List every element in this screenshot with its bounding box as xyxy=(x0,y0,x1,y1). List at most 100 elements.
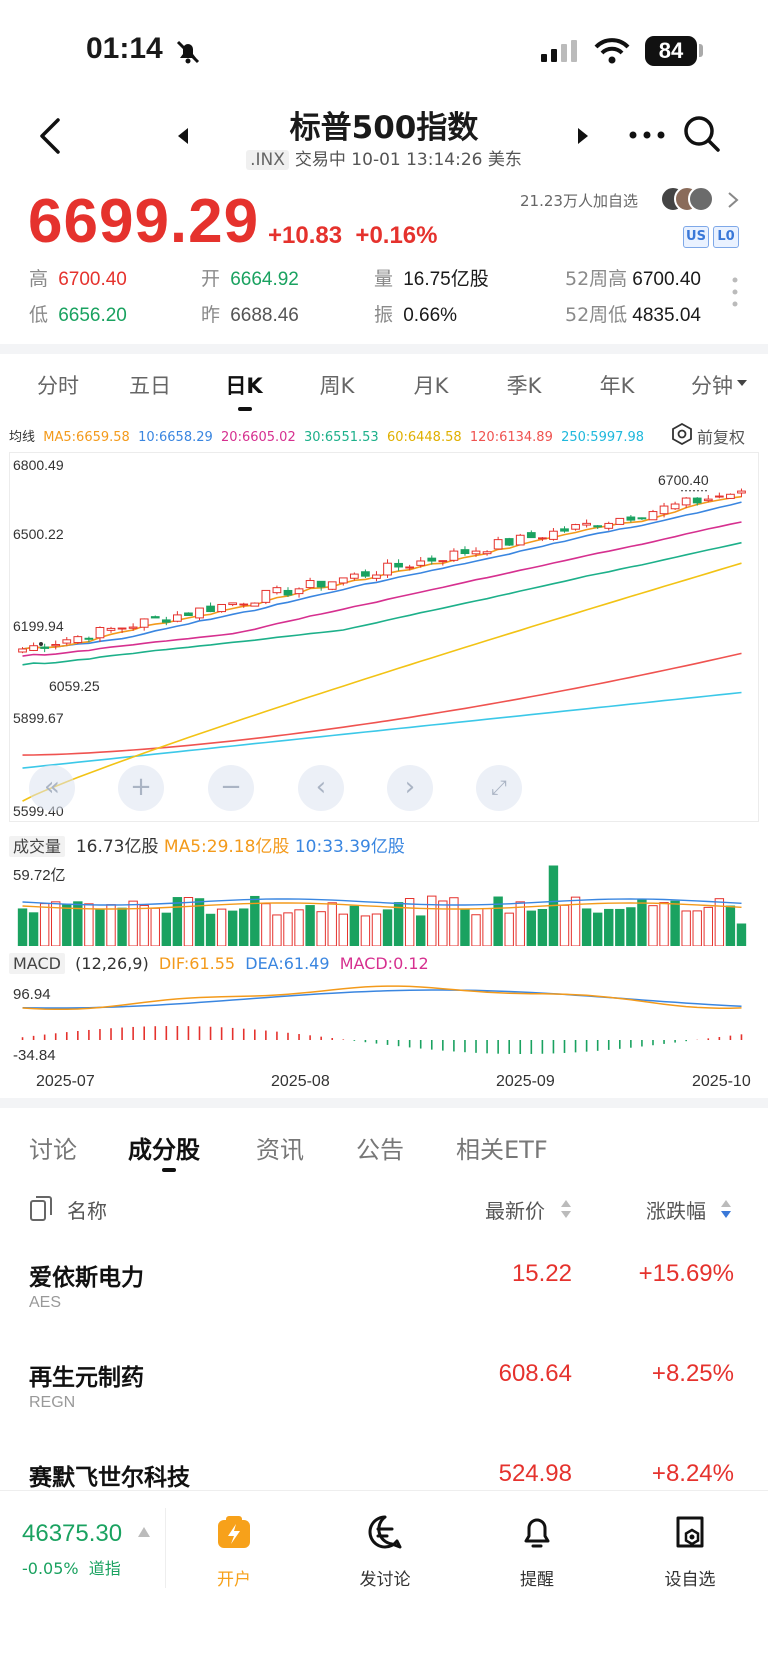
stock-change-pct: +15.69% xyxy=(638,1260,734,1287)
ma120-line xyxy=(22,652,742,756)
open-account-icon[interactable] xyxy=(216,1514,252,1550)
kline-chart[interactable] xyxy=(9,452,759,822)
y-label-top: 6800.49 xyxy=(13,457,64,473)
chart-zoom-out-button[interactable]: − xyxy=(208,765,254,811)
volume-bar xyxy=(604,908,614,946)
volume-bar xyxy=(637,899,647,946)
battery-indicator: 84 xyxy=(645,36,697,66)
bell-muted-icon xyxy=(176,40,200,64)
alert-button[interactable]: 提醒 xyxy=(520,1570,554,1590)
candle-body xyxy=(73,636,83,644)
copy-icon[interactable] xyxy=(29,1195,53,1223)
table-row[interactable]: 赛默飞世尔科技 524.98 +8.24% xyxy=(0,1450,768,1491)
volume-bar xyxy=(493,896,503,946)
tab-five-day[interactable]: 五日 xyxy=(129,374,171,398)
stock-name: 赛默飞世尔科技 xyxy=(29,1465,190,1491)
prev-index-icon[interactable] xyxy=(176,126,190,146)
open-account-button[interactable]: 开户 xyxy=(217,1570,251,1590)
y-label-4: 5899.67 xyxy=(13,710,64,726)
volume-bar xyxy=(194,898,205,946)
table-row[interactable]: 爱依斯电力 AES 15.22 +15.69% xyxy=(0,1250,768,1340)
stock-code: AES xyxy=(29,1294,62,1311)
volume-bar xyxy=(316,911,326,946)
candle-body xyxy=(449,550,459,561)
post-discussion-button[interactable]: 发讨论 xyxy=(359,1570,411,1590)
chart-rewind-button[interactable]: « xyxy=(29,765,75,811)
col-pct-header[interactable]: 涨跌幅 xyxy=(646,1199,706,1223)
watchers-avatars[interactable] xyxy=(660,186,720,214)
chart-next-button[interactable]: › xyxy=(387,765,433,811)
y-label-2: 6500.22 xyxy=(13,526,64,542)
volume-bar xyxy=(570,896,581,946)
bottom-divider xyxy=(165,1508,166,1588)
candle-body xyxy=(714,495,724,498)
more-icon[interactable] xyxy=(628,128,666,142)
ma250-line xyxy=(22,691,742,769)
high-marker-label: 6700.40 xyxy=(658,472,709,488)
bottom-tab-indicator xyxy=(162,1168,176,1172)
volume-ma5-line xyxy=(22,902,742,910)
candle-body xyxy=(383,562,392,576)
sort-price-icon[interactable] xyxy=(560,1198,572,1220)
tab-yearly-k[interactable]: 年K xyxy=(599,374,635,398)
volume-chart[interactable] xyxy=(9,862,759,946)
chart-prev-button[interactable]: ‹ xyxy=(298,765,344,811)
adjust-label[interactable]: 前复权 xyxy=(697,428,746,447)
candle-body xyxy=(51,644,61,647)
candle-body xyxy=(703,498,713,502)
candle-body xyxy=(471,550,481,555)
low-marker-label: 6059.25 xyxy=(49,678,100,694)
tab-intraday[interactable]: 分时 xyxy=(37,374,79,398)
add-watchlist-icon[interactable] xyxy=(672,1514,708,1550)
volume-bar xyxy=(371,913,382,946)
tab-minute[interactable]: 分钟 xyxy=(691,374,733,398)
adjust-settings-icon[interactable] xyxy=(671,423,693,445)
candle-body xyxy=(106,627,116,631)
volume-bar xyxy=(327,902,337,946)
candle-body xyxy=(283,589,293,596)
x-date-4: 2025-10 xyxy=(692,1073,751,1090)
sort-pct-icon[interactable] xyxy=(720,1198,732,1220)
volume-bar xyxy=(471,914,481,946)
table-row[interactable]: 再生元制药 REGN 608.64 +8.25% xyxy=(0,1350,768,1440)
chart-fullscreen-button[interactable]: ⤢ xyxy=(476,765,522,811)
expand-stats-icon[interactable] xyxy=(731,276,739,310)
candle-body xyxy=(582,522,591,526)
candle-body xyxy=(670,503,680,510)
tab-related-etf[interactable]: 相关ETF xyxy=(456,1136,548,1164)
volume-bar xyxy=(482,908,492,946)
chevron-right-icon[interactable] xyxy=(726,190,740,210)
volume-bar xyxy=(261,903,271,946)
tab-weekly-k[interactable]: 周K xyxy=(319,374,355,398)
tab-monthly-k[interactable]: 月K xyxy=(413,374,449,398)
dow-value[interactable]: 46375.30 xyxy=(22,1520,123,1547)
dow-change[interactable]: -0.05% 道指 xyxy=(22,1559,121,1578)
volume-bar xyxy=(62,903,72,946)
tab-announcements[interactable]: 公告 xyxy=(356,1136,404,1164)
next-index-icon[interactable] xyxy=(576,126,590,146)
post-discussion-icon[interactable] xyxy=(367,1514,403,1550)
back-arrow-icon[interactable] xyxy=(36,116,64,156)
search-icon[interactable] xyxy=(682,114,722,154)
tab-discussion[interactable]: 讨论 xyxy=(29,1136,77,1164)
stat-52w-high: 52周高 6700.40 xyxy=(565,268,701,290)
kline-chart-frame[interactable] xyxy=(9,452,759,822)
candle-body xyxy=(95,627,105,639)
bell-icon[interactable] xyxy=(519,1514,555,1550)
chart-zoom-in-button[interactable]: + xyxy=(118,765,164,811)
macd-chart[interactable] xyxy=(9,982,759,1064)
volume-bar xyxy=(227,910,238,946)
watchers-count[interactable]: 21.23万人加自选 xyxy=(520,192,638,210)
macd-tag: MACD xyxy=(9,953,65,974)
dow-caret-up-icon xyxy=(138,1527,150,1537)
add-watchlist-button[interactable]: 设自选 xyxy=(664,1570,716,1590)
ma60-line xyxy=(22,562,742,802)
caret-down-icon[interactable] xyxy=(737,380,747,388)
tab-daily-k[interactable]: 日K xyxy=(225,374,263,398)
candle-body xyxy=(726,493,735,499)
tab-quarterly-k[interactable]: 季K xyxy=(506,374,542,398)
col-price-header[interactable]: 最新价 xyxy=(485,1199,545,1223)
stock-price: 608.64 xyxy=(498,1360,572,1387)
tab-news[interactable]: 资讯 xyxy=(256,1136,304,1164)
tab-constituents[interactable]: 成分股 xyxy=(128,1136,200,1164)
